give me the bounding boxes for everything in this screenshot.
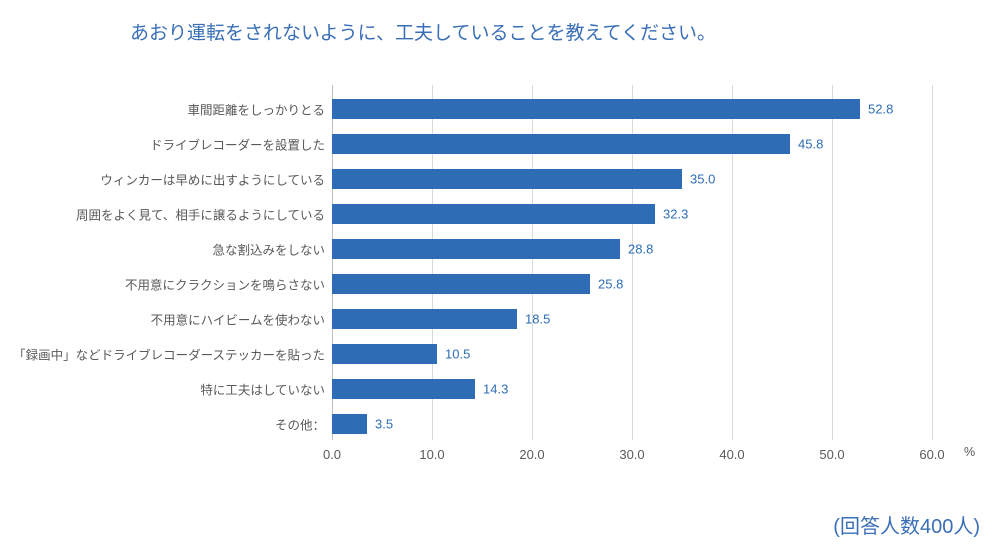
category-label: 不用意にクラクションを鳴らさない — [125, 274, 325, 293]
value-label: 32.3 — [663, 206, 688, 221]
value-label: 18.5 — [525, 311, 550, 326]
x-tick-label: 30.0 — [619, 447, 644, 462]
value-label: 14.3 — [483, 381, 508, 396]
chart-row: 周囲をよく見て、相手に譲るようにしている 32.3 — [60, 196, 940, 231]
value-label: 52.8 — [868, 101, 893, 116]
chart-row: 「録画中」などドライブレコーダーステッカーを貼った10.5 — [60, 336, 940, 371]
bar — [332, 274, 590, 294]
category-label: ウィンカーは早めに出すようにしている — [100, 169, 325, 188]
x-tick-label: 0.0 — [323, 447, 341, 462]
value-label: 35.0 — [690, 171, 715, 186]
x-tick-label: 40.0 — [719, 447, 744, 462]
chart-row: 不用意にハイビームを使わない 18.5 — [60, 301, 940, 336]
category-label: ドライブレコーダーを設置した — [150, 134, 325, 153]
category-label: 不用意にハイビームを使わない — [151, 309, 325, 328]
bar — [332, 379, 475, 399]
x-tick-label: 10.0 — [419, 447, 444, 462]
bar — [332, 169, 682, 189]
category-label: 車間距離をしっかりとる — [187, 99, 325, 118]
chart-row: ウィンカーは早めに出すようにしている 35.0 — [60, 161, 940, 196]
x-tick-label: 50.0 — [819, 447, 844, 462]
value-label: 10.5 — [445, 346, 470, 361]
bar — [332, 134, 790, 154]
chart: 0.010.020.030.040.050.060.0 車間距離をしっかりとる5… — [60, 85, 940, 485]
value-label: 3.5 — [375, 416, 393, 431]
chart-title: あおり運転をされないように、工夫していることを教えてください。 — [130, 18, 716, 45]
chart-row: ドライブレコーダーを設置した 45.8 — [60, 126, 940, 161]
value-label: 28.8 — [628, 241, 653, 256]
chart-row: 急な割込みをしない 28.8 — [60, 231, 940, 266]
chart-row: 車間距離をしっかりとる 52.8 — [60, 91, 940, 126]
x-tick-label: 20.0 — [519, 447, 544, 462]
chart-row: 特に工夫はしていない 14.3 — [60, 371, 940, 406]
chart-row: 不用意にクラクションを鳴らさない 25.8 — [60, 266, 940, 301]
category-label: 周囲をよく見て、相手に譲るようにしている — [76, 204, 325, 223]
category-label: 「録画中」などドライブレコーダーステッカーを貼った — [13, 344, 325, 363]
chart-rows: 車間距離をしっかりとる 52.8 ドライブレコーダーを設置した 45.8 ウィンカーは早… — [60, 91, 940, 441]
value-label: 25.8 — [598, 276, 623, 291]
category-label: その他： — [275, 414, 325, 433]
x-tick-label: 60.0 — [919, 447, 944, 462]
bar — [332, 239, 620, 259]
chart-row: その他： 3.5 — [60, 406, 940, 441]
category-label: 急な割込みをしない — [212, 239, 325, 258]
bar — [332, 309, 517, 329]
bar — [332, 99, 860, 119]
unit-label: % — [964, 445, 975, 459]
bar — [332, 344, 437, 364]
bar — [332, 414, 367, 434]
value-label: 45.8 — [798, 136, 823, 151]
footer-note: (回答人数400人) — [833, 510, 980, 539]
category-label: 特に工夫はしていない — [200, 379, 325, 398]
bar — [332, 204, 655, 224]
